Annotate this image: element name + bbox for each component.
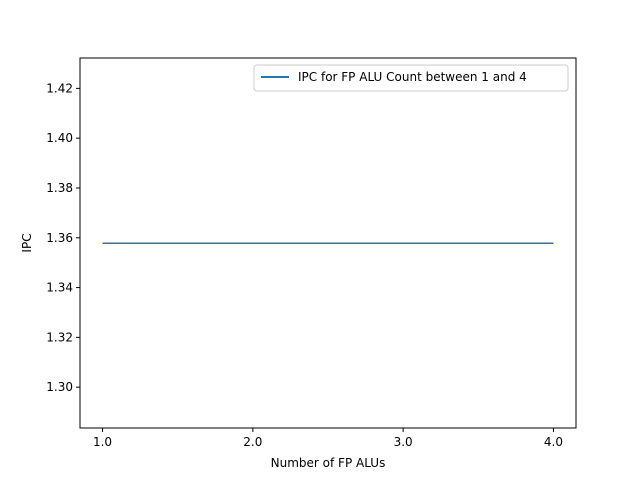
y-tick-label: 1.36	[46, 231, 73, 245]
x-tick-label: 3.0	[394, 435, 413, 449]
x-tick-label: 1.0	[93, 435, 112, 449]
x-axis-ticks: 1.0 2.0 3.0 4.0	[93, 428, 563, 449]
y-tick-label: 1.42	[46, 81, 73, 95]
plot-frame	[79, 57, 577, 429]
legend-box	[253, 64, 569, 92]
x-tick-label: 2.0	[243, 435, 262, 449]
legend-label: IPC for FP ALU Count between 1 and 4	[298, 70, 527, 84]
y-tick-label: 1.32	[46, 330, 73, 344]
y-tick-label: 1.38	[46, 181, 73, 195]
y-axis-ticks: 1.30 1.32 1.34 1.36 1.38 1.40 1.42	[46, 81, 80, 394]
legend: IPC for FP ALU Count between 1 and 4	[253, 64, 569, 92]
y-tick-label: 1.34	[46, 281, 73, 295]
y-axis-label: IPC	[20, 233, 34, 252]
y-tick-label: 1.30	[46, 380, 73, 394]
x-axis-label: Number of FP ALUs	[271, 456, 386, 470]
y-tick-label: 1.40	[46, 131, 73, 145]
x-tick-label: 4.0	[544, 435, 563, 449]
